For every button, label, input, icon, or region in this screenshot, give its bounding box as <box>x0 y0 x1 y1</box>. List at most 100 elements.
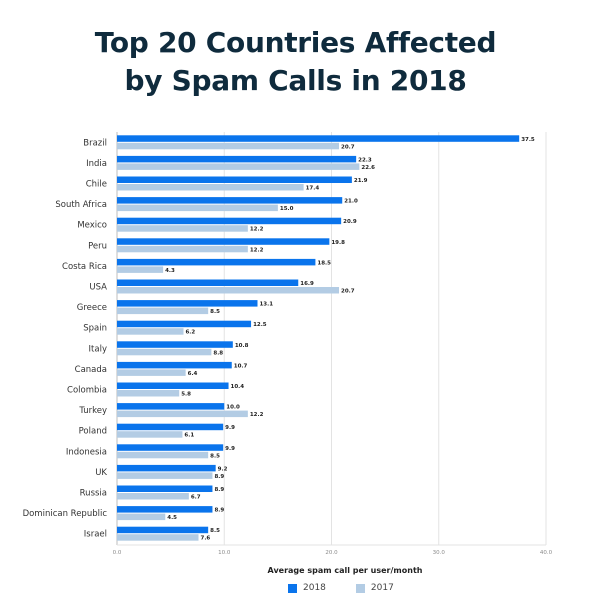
bar-2017-south-africa <box>117 204 278 212</box>
data-label: 9.2 <box>218 466 228 472</box>
bar-2017-greece <box>117 307 209 315</box>
data-label: 20.7 <box>341 144 355 150</box>
data-label: 8.5 <box>210 309 220 315</box>
chart-title-line-2: by Spam Calls in 2018 <box>124 64 467 97</box>
x-tick-label: 0.0 <box>113 550 122 556</box>
data-label: 10.8 <box>235 343 249 349</box>
data-label: 18.5 <box>317 260 331 266</box>
data-label: 6.4 <box>188 371 198 377</box>
legend-item-2017: 2017 <box>355 583 394 593</box>
data-label: 6.2 <box>185 330 195 336</box>
bar-2018-israel <box>117 526 209 534</box>
category-label: Colombia <box>67 386 107 396</box>
bar-2017-israel <box>117 534 199 541</box>
bar-2018-costa-rica <box>117 258 316 266</box>
bar-2018-mexico <box>117 217 342 225</box>
data-label: 17.4 <box>306 186 320 192</box>
bar-2017-dominican-republic <box>117 513 166 521</box>
legend-swatch-2018 <box>288 583 297 593</box>
data-label: 21.0 <box>344 199 358 205</box>
bar-2018-uk <box>117 464 216 472</box>
x-tick-label: 20.0 <box>325 550 338 556</box>
category-label: South Africa <box>55 200 107 210</box>
bar-2018-canada <box>117 361 232 369</box>
data-label: 15.0 <box>280 206 294 212</box>
legend-item-2018: 2018 <box>288 583 326 593</box>
category-label: Russia <box>80 489 107 499</box>
data-label: 8.5 <box>210 528 220 534</box>
category-label: Brazil <box>83 138 107 148</box>
bar-2018-italy <box>117 341 233 348</box>
data-label: 5.8 <box>181 392 191 398</box>
bar-2018-peru <box>117 238 330 245</box>
data-label: 13.1 <box>259 302 273 308</box>
x-tick-label: 40.0 <box>540 550 553 556</box>
data-label: 22.6 <box>361 165 375 171</box>
bar-2017-colombia <box>117 390 180 397</box>
bar-2018-dominican-republic <box>117 506 213 513</box>
bar-2017-usa <box>117 287 340 294</box>
bar-2017-brazil <box>117 142 340 150</box>
bar-2018-south-africa <box>117 197 343 204</box>
bar-2017-russia <box>117 493 189 500</box>
legend-label-2018: 2018 <box>303 583 326 593</box>
bar-2018-poland <box>117 423 224 431</box>
bar-2017-turkey <box>117 410 248 418</box>
data-label: 6.1 <box>184 433 194 439</box>
category-label: Spain <box>83 324 107 334</box>
bar-2018-brazil <box>117 135 520 142</box>
data-label: 12.2 <box>250 412 264 418</box>
category-label: Chile <box>86 180 107 190</box>
data-label: 10.0 <box>226 405 240 411</box>
data-label: 6.7 <box>191 495 201 501</box>
category-label: Poland <box>79 427 107 437</box>
bar-2018-russia <box>117 485 213 492</box>
chart-title: Top 20 Countries Affected by Spam Calls … <box>0 24 591 100</box>
bar-2017-india <box>117 163 360 170</box>
category-label: Israel <box>84 530 107 540</box>
category-label: Canada <box>75 365 107 375</box>
data-label: 9.9 <box>225 446 235 452</box>
bar-2018-chile <box>117 176 352 183</box>
bar-2017-indonesia <box>117 451 209 459</box>
data-label: 8.9 <box>214 487 224 493</box>
category-label: UK <box>95 468 107 478</box>
x-axis-label: Average spam call per user/month <box>267 566 423 575</box>
x-tick-label: 30.0 <box>433 550 446 556</box>
bar-2017-italy <box>117 348 212 356</box>
data-label: 8.8 <box>213 350 223 356</box>
data-label: 8.9 <box>214 474 224 480</box>
category-label: Dominican Republic <box>23 509 108 519</box>
chart-title-line-1: Top 20 Countries Affected <box>94 26 497 59</box>
data-label: 10.7 <box>234 363 248 369</box>
bar-2018-indonesia <box>117 444 224 451</box>
category-label: Turkey <box>78 406 107 416</box>
bar-2018-turkey <box>117 403 225 410</box>
bar-2017-poland <box>117 431 183 438</box>
data-label: 8.5 <box>210 453 220 459</box>
bar-2017-costa-rica <box>117 266 164 273</box>
bar-2017-mexico <box>117 225 248 232</box>
category-label: Greece <box>77 303 107 313</box>
bar-2018-spain <box>117 320 252 328</box>
data-label: 37.5 <box>521 137 535 143</box>
category-label: USA <box>89 283 107 293</box>
data-label: 12.2 <box>250 247 264 253</box>
data-label: 20.9 <box>343 219 357 225</box>
data-label: 21.9 <box>354 178 368 184</box>
legend-label-2017: 2017 <box>370 583 394 593</box>
bar-2018-colombia <box>117 382 229 389</box>
data-label: 10.4 <box>231 384 245 390</box>
data-label: 16.9 <box>300 281 314 287</box>
data-label: 4.3 <box>165 268 175 274</box>
category-label: Peru <box>88 241 107 251</box>
bar-2017-uk <box>117 472 213 479</box>
data-label: 8.9 <box>214 508 224 514</box>
data-label: 4.5 <box>167 515 177 521</box>
bar-2017-peru <box>117 245 248 253</box>
data-label: 20.7 <box>341 289 355 295</box>
bar-2018-india <box>117 155 357 163</box>
data-label: 12.2 <box>250 227 264 233</box>
bar-2017-spain <box>117 328 184 335</box>
